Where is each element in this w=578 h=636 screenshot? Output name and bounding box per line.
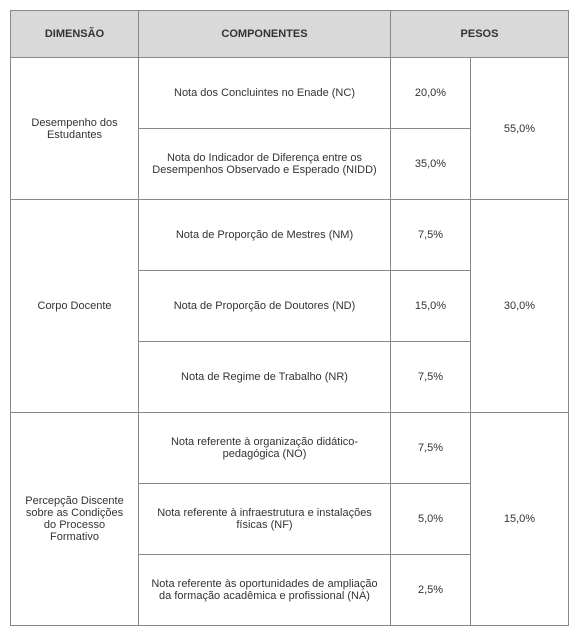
comp-cell: Nota referente às oportunidades de ampli… <box>139 555 391 626</box>
total-cell: 30,0% <box>471 200 569 413</box>
comp-cell: Nota referente à infraestrutura e instal… <box>139 484 391 555</box>
dim-cell: Percepção Discente sobre as Condições do… <box>11 413 139 626</box>
total-cell: 15,0% <box>471 413 569 626</box>
peso-cell: 7,5% <box>391 413 471 484</box>
peso-cell: 7,5% <box>391 200 471 271</box>
th-dimensao: DIMENSÃO <box>11 11 139 58</box>
peso-cell: 35,0% <box>391 129 471 200</box>
th-pesos: PESOS <box>391 11 569 58</box>
comp-cell: Nota dos Concluintes no Enade (NC) <box>139 58 391 129</box>
comp-cell: Nota de Proporção de Doutores (ND) <box>139 271 391 342</box>
dim-cell: Corpo Docente <box>11 200 139 413</box>
peso-cell: 2,5% <box>391 555 471 626</box>
peso-cell: 20,0% <box>391 58 471 129</box>
comp-cell: Nota de Proporção de Mestres (NM) <box>139 200 391 271</box>
table-row: Percepção Discente sobre as Condições do… <box>11 413 569 484</box>
th-componentes: COMPONENTES <box>139 11 391 58</box>
comp-cell: Nota de Regime de Trabalho (NR) <box>139 342 391 413</box>
comp-cell: Nota do Indicador de Diferença entre os … <box>139 129 391 200</box>
header-row: DIMENSÃO COMPONENTES PESOS <box>11 11 569 58</box>
peso-cell: 7,5% <box>391 342 471 413</box>
table-row: Corpo Docente Nota de Proporção de Mestr… <box>11 200 569 271</box>
table-row: Desempenho dos Estudantes Nota dos Concl… <box>11 58 569 129</box>
pesos-table: DIMENSÃO COMPONENTES PESOS Desempenho do… <box>10 10 569 626</box>
peso-cell: 5,0% <box>391 484 471 555</box>
dim-cell: Desempenho dos Estudantes <box>11 58 139 200</box>
peso-cell: 15,0% <box>391 271 471 342</box>
total-cell: 55,0% <box>471 58 569 200</box>
comp-cell: Nota referente à organização didático-pe… <box>139 413 391 484</box>
